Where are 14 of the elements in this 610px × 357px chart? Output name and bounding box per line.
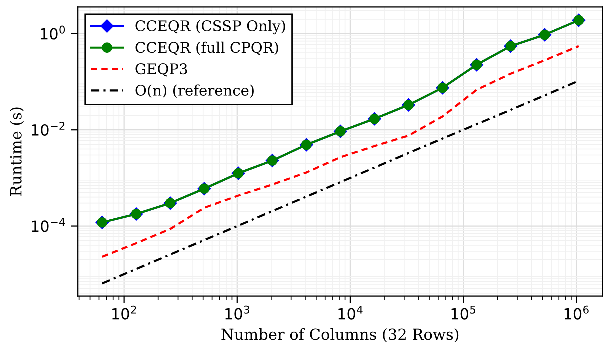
x-tick-label: 10$^{4}$: [338, 306, 363, 320]
x-tick-label: 10$^{3}$: [226, 306, 250, 320]
x-tick-label: 10$^{2}$: [112, 306, 136, 320]
legend-label: O(n) (reference): [136, 84, 254, 98]
legend-label: GEQP3: [136, 64, 188, 77]
x-tick-label: 10$^{6}$: [564, 306, 589, 320]
y-tick-label: 10$^{−4}$: [32, 218, 66, 232]
y-tick-label: 10$^{0}$: [41, 26, 66, 40]
legend-label: CCEQR (CSSP Only): [136, 20, 286, 35]
y-tick-label: 10$^{−2}$: [32, 122, 65, 136]
x-tick-label: 10$^{5}$: [452, 306, 476, 320]
y-axis-title: Runtime (s): [10, 108, 24, 196]
legend-label: CCEQR (full CPQR): [136, 42, 278, 56]
x-axis-title: Number of Columns (32 Rows): [222, 328, 459, 342]
